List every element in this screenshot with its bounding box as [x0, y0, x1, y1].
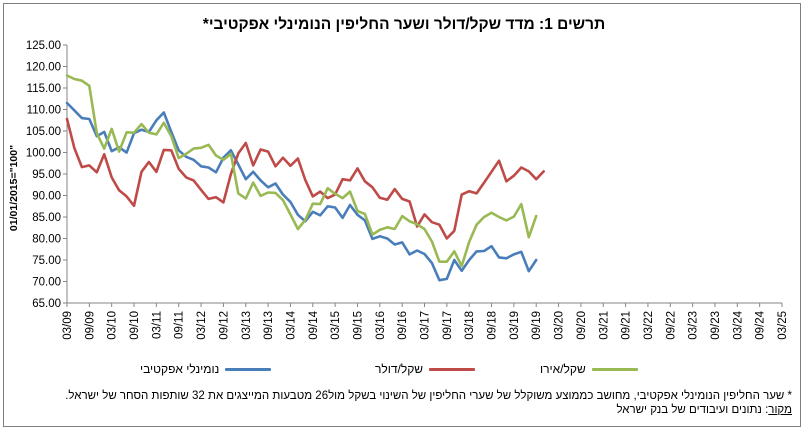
- x-tick-label: 09/18: [487, 311, 499, 340]
- x-tick-label: 09/19: [531, 311, 543, 340]
- y-tick-label: 80.00: [32, 234, 61, 246]
- x-tick-label: 09/11: [174, 311, 186, 339]
- source-text: : נתונים ועיבודים של בנק ישראל: [616, 404, 769, 416]
- x-tick-label: 09/22: [665, 311, 677, 340]
- y-tick-label: 105.00: [26, 126, 61, 138]
- y-tick-label: 100.00: [26, 148, 61, 160]
- x-tick-label: 03/11: [151, 311, 163, 339]
- legend-label-eur: שקל/אירו: [540, 362, 586, 376]
- series-line-0: [65, 101, 538, 282]
- x-tick-label: 09/13: [263, 311, 275, 340]
- y-tick-label: 90.00: [32, 191, 61, 203]
- x-tick-label: 03/17: [420, 311, 432, 340]
- series-line-2: [65, 74, 538, 268]
- x-tick-label: 09/24: [755, 310, 767, 339]
- y-tick-label: 115.00: [27, 83, 61, 95]
- series-lines: [65, 74, 546, 282]
- x-tick-label: 03/16: [375, 311, 387, 340]
- series-line-1: [65, 117, 546, 240]
- x-tick-label: 09/17: [442, 311, 454, 340]
- notes: * שער החליפין הנומינלי אפקטיבי, מחושב כמ…: [32, 389, 792, 417]
- footnote: * שער החליפין הנומינלי אפקטיבי, מחושב כמ…: [65, 390, 792, 402]
- x-tick-label: 03/21: [598, 311, 610, 340]
- x-tick-label: 09/14: [308, 310, 320, 339]
- x-tick-label: 03/13: [241, 311, 253, 340]
- x-tick-label: 09/23: [710, 311, 722, 340]
- legend-item-eur: שקל/אירו: [540, 362, 638, 376]
- legend-item-nominal: נומינלי אפקטיבי: [140, 362, 272, 376]
- legend-label-usd: שקל/דולר: [375, 362, 424, 376]
- y-tick-label: 95.00: [32, 169, 61, 181]
- chart-title: תרשים 1: מדד שקל/דולר ושער החליפין הנומי…: [202, 16, 606, 33]
- x-tick-label: 03/23: [688, 311, 700, 340]
- y-tick-label: 70.00: [32, 277, 61, 289]
- x-tick-label: 03/09: [62, 311, 74, 340]
- x-tick-label: 03/18: [464, 311, 476, 340]
- legend-swatch-eur: [591, 367, 638, 371]
- x-tick-label: 09/21: [621, 311, 633, 340]
- legend-swatch-usd: [429, 367, 476, 371]
- legend-swatch-nominal: [225, 367, 272, 371]
- y-tick-label: 120.00: [26, 62, 61, 74]
- x-tick-label: 03/20: [554, 311, 566, 340]
- x-tick-label: 03/24: [732, 310, 744, 339]
- y-tick-label: 110.00: [27, 105, 61, 117]
- x-tick-label: 03/12: [196, 311, 208, 340]
- y-axis-label: 01/01/2015="100": [8, 145, 20, 231]
- x-tick-labels: 03/09 09/09 03/10 09/10 03/11 09/11 03/12 09/12…: [62, 310, 789, 339]
- y-tick-label: 125.00: [26, 40, 61, 52]
- x-tick-label: 03/14: [285, 310, 297, 339]
- x-tick-label: 03/19: [509, 311, 521, 340]
- y-tick-labels: 125.00 120.00 115.00 110.00 105.00 100.00 95.0…: [26, 40, 61, 310]
- x-tick-label: 09/20: [576, 311, 588, 340]
- y-tick-label: 65.00: [32, 298, 61, 310]
- x-tick-label: 03/10: [107, 311, 119, 340]
- legend-item-usd: שקל/דולר: [375, 362, 476, 376]
- x-tick-label: 03/25: [777, 311, 789, 340]
- x-tick-label: 09/12: [218, 311, 230, 340]
- source-line: מקור: נתונים ועיבודים של בנק ישראל: [32, 403, 792, 417]
- legend-label-nominal: נומינלי אפקטיבי: [140, 362, 220, 376]
- legend: נומינלי אפקטיבי שקל/דולר שקל/אירו: [0, 362, 808, 384]
- x-tick-label: 09/09: [84, 311, 96, 340]
- source-label: מקור: [768, 404, 792, 416]
- x-tick-label: 09/15: [352, 311, 364, 340]
- x-tick-label: 03/22: [643, 311, 655, 340]
- y-tick-label: 75.00: [32, 255, 61, 267]
- x-tick-label: 09/10: [129, 311, 141, 340]
- axes: [63, 44, 783, 307]
- x-tick-label: 03/15: [330, 311, 342, 340]
- x-tick-label: 09/16: [397, 311, 409, 340]
- y-tick-label: 85.00: [32, 212, 61, 224]
